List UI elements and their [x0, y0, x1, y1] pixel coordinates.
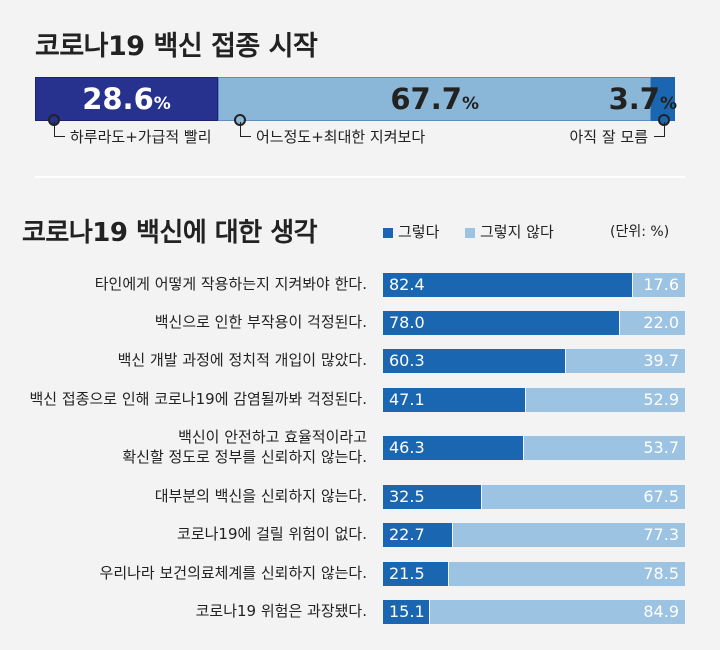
row-label-line: 대부분의 백신을 신뢰하지 않는다. — [154, 487, 367, 505]
row-bar: 47.1 52.9 — [383, 388, 685, 412]
segment-asap — [35, 77, 219, 121]
row-bar: 78.0 22.0 — [383, 311, 685, 335]
segment-wait — [218, 77, 652, 121]
bar-segment-no — [482, 485, 685, 509]
row-label-line: 확신할 정도로 정부를 신뢰하지 않는다. — [122, 448, 367, 466]
row-bar: 32.5 67.5 — [383, 485, 685, 509]
row-label-line: 타인에게 어떻게 작용하는지 지켜봐야 한다. — [94, 275, 367, 293]
value-yes: 22.7 — [389, 525, 425, 544]
unit-label: (단위: %) — [610, 224, 670, 240]
row-label-line: 우리나라 보건의료체계를 신뢰하지 않는다. — [99, 564, 367, 582]
bar-segment-no — [523, 436, 685, 460]
legend-yes: 그렇다 — [383, 221, 439, 242]
bar-segment-no — [526, 388, 685, 412]
legend-yes-swatch — [383, 227, 393, 238]
bar-segment-no — [632, 273, 685, 297]
value-no: 52.9 — [643, 390, 679, 409]
bar-segment-no — [452, 523, 685, 547]
value-yes: 21.5 — [389, 564, 425, 583]
bar-segment-yes — [383, 349, 566, 373]
value-yes: 60.3 — [389, 351, 425, 370]
row-label-line: 백신으로 인한 부작용이 걱정된다. — [154, 313, 367, 331]
legend-no-label: 그렇지 않다 — [480, 223, 554, 241]
value-no: 39.7 — [643, 351, 679, 370]
row-bar: 60.3 39.7 — [383, 349, 685, 373]
bar-segment-yes — [383, 436, 523, 460]
row-label-line: 백신이 안전하고 효율적이라고 — [178, 428, 367, 446]
value-no: 78.5 — [643, 564, 679, 583]
row-label: 백신 개발 과정에 정치적 개입이 많았다. — [118, 350, 367, 370]
bracket-2 — [654, 122, 665, 137]
pct-wait-value: 67.7 — [390, 82, 462, 116]
row-label: 코로나19 위험은 과장됐다. — [196, 601, 367, 621]
row-label: 타인에게 어떻게 작용하는지 지켜봐야 한다. — [95, 274, 367, 294]
value-no: 84.9 — [643, 602, 679, 621]
value-yes: 32.5 — [389, 487, 425, 506]
pct-asap-unit: % — [153, 94, 171, 114]
row-label-line: 코로나19 위험은 과장됐다. — [195, 602, 367, 620]
value-yes: 47.1 — [389, 390, 425, 409]
bar-segment-yes — [383, 485, 482, 509]
label-wait: 어느정도+최대한 지켜보다 — [256, 128, 426, 146]
section-divider — [35, 176, 685, 178]
bar-segment-yes — [383, 273, 632, 297]
pct-unsure-value: 3.7 — [608, 82, 660, 116]
row-bar: 21.5 78.5 — [383, 562, 685, 586]
pct-asap: 28.6% — [82, 80, 171, 123]
value-no: 17.6 — [643, 275, 679, 294]
value-no: 67.5 — [643, 487, 679, 506]
label-unsure: 아직 잘 모름 — [569, 128, 648, 146]
pct-wait-unit: % — [461, 94, 479, 114]
row-label: 백신으로 인한 부작용이 걱정된다. — [155, 312, 367, 332]
bar-segment-yes — [383, 562, 448, 586]
row-label-line: 코로나19에 걸릴 위험이 없다. — [177, 525, 367, 543]
bar-segment-no — [566, 349, 685, 373]
row-label: 백신 접종으로 인해 코로나19에 감염될까봐 걱정된다. — [30, 389, 368, 409]
value-yes: 46.3 — [389, 438, 425, 457]
row-bar: 46.3 53.7 — [383, 436, 685, 460]
row-bar: 82.4 17.6 — [383, 273, 685, 297]
chart2-title: 코로나19 백신에 대한 생각 — [22, 218, 318, 248]
value-no: 22.0 — [643, 313, 679, 332]
row-label-line: 백신 접종으로 인해 코로나19에 감염될까봐 걱정된다. — [29, 390, 368, 408]
row-label: 대부분의 백신을 신뢰하지 않는다. — [155, 486, 367, 506]
value-no: 77.3 — [643, 525, 679, 544]
pct-unsure-unit: % — [659, 94, 677, 114]
row-label: 코로나19에 걸릴 위험이 없다. — [177, 524, 367, 544]
segment-unsure — [651, 77, 675, 121]
row-label-line: 백신 개발 과정에 정치적 개입이 많았다. — [117, 351, 367, 369]
value-yes: 78.0 — [389, 313, 425, 332]
bar-segment-yes — [383, 600, 429, 624]
bar-segment-no — [448, 562, 685, 586]
bar-segment-yes — [383, 523, 452, 547]
bracket-1 — [240, 122, 251, 137]
row-bar: 22.7 77.3 — [383, 523, 685, 547]
row-bar: 15.1 84.9 — [383, 600, 685, 624]
bar-segment-no — [619, 311, 685, 335]
bar-segment-yes — [383, 311, 619, 335]
bar-segment-no — [429, 600, 685, 624]
chart1-title: 코로나19 백신 접종 시작 — [35, 31, 318, 62]
value-yes: 15.1 — [389, 602, 425, 621]
pct-asap-value: 28.6 — [82, 82, 154, 116]
timing-stacked-bar: 28.6% 67.7% 3.7% — [35, 77, 677, 123]
row-label: 우리나라 보건의료체계를 신뢰하지 않는다. — [100, 563, 367, 583]
legend-no-swatch — [465, 227, 475, 238]
legend-yes-label: 그렇다 — [398, 223, 440, 241]
pct-unsure: 3.7% — [609, 80, 677, 123]
bracket-0 — [54, 122, 65, 137]
value-yes: 82.4 — [389, 275, 425, 294]
pct-wait: 67.7% — [390, 80, 479, 123]
label-asap: 하루라도+가급적 빨리 — [70, 128, 212, 146]
bar-segment-yes — [383, 388, 526, 412]
legend-no: 그렇지 않다 — [465, 221, 554, 242]
value-no: 53.7 — [643, 438, 679, 457]
